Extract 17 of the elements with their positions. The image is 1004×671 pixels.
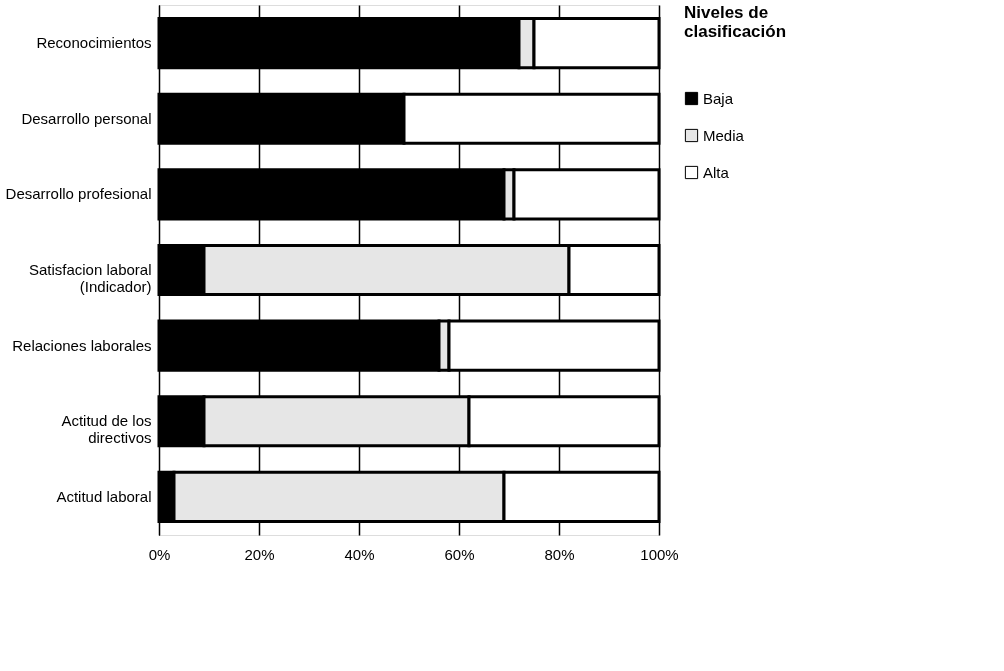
y-tick-label: Satisfacion laboral (Indicador) <box>28 261 152 295</box>
y-tick-label: Relaciones laborales <box>12 336 152 354</box>
legend-label: Alta <box>703 163 730 181</box>
legend-title: Niveles de clasificación <box>684 3 787 41</box>
x-tick-label: 20% <box>244 545 275 563</box>
x-tick-label: 80% <box>544 545 575 563</box>
x-tick-label: 100% <box>640 545 679 563</box>
x-tick-label: 40% <box>344 545 375 563</box>
legend-label: Baja <box>703 89 734 107</box>
x-tick-label: 0% <box>148 545 171 563</box>
legend-label: Media <box>703 126 745 144</box>
y-tick-label: Desarrollo personal <box>21 109 152 127</box>
y-tick-label: Desarrollo profesional <box>5 185 152 203</box>
y-tick-label: Actitud laboral <box>56 487 152 505</box>
x-tick-label: 60% <box>444 545 475 563</box>
y-tick-label: Reconocimientos <box>36 34 152 52</box>
y-tick-label: Actitud de los directivos <box>61 412 152 447</box>
